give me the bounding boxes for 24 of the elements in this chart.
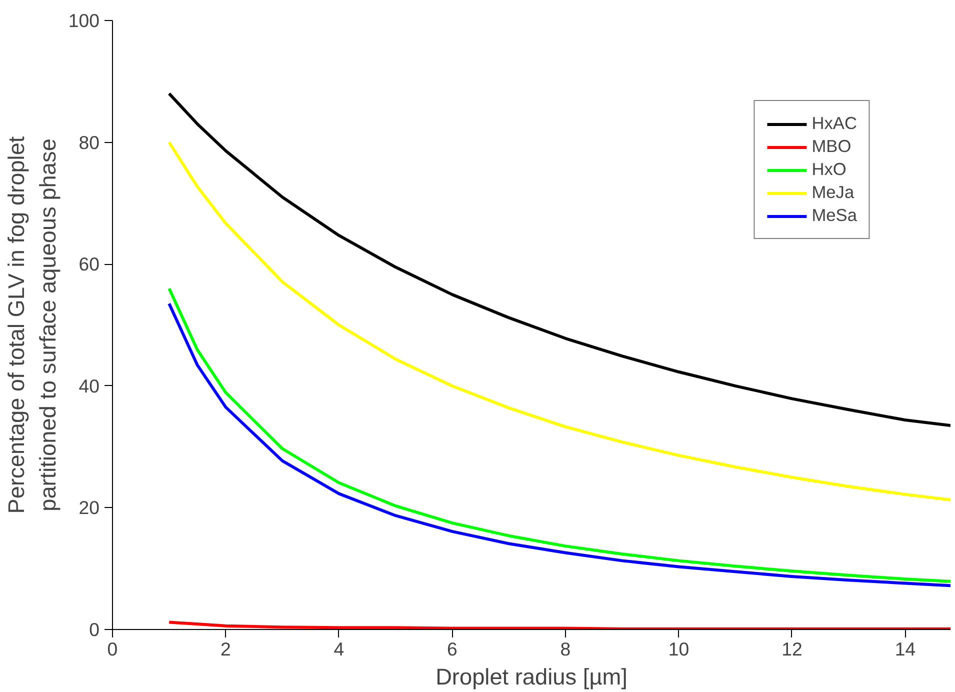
legend-label: HxO bbox=[812, 159, 846, 180]
x-tick-label: 6 bbox=[447, 638, 458, 660]
y-axis-title: Percentage of total GLV in fog droplet partitioned to surface aqueous phase bbox=[3, 136, 60, 514]
y-tick-label: 100 bbox=[68, 10, 100, 31]
line-series bbox=[168, 620, 950, 630]
y-tick-label: 0 bbox=[89, 619, 100, 640]
x-tick-label: 0 bbox=[107, 638, 118, 660]
x-tick-label: 8 bbox=[560, 638, 571, 660]
y-tick-label: 20 bbox=[78, 497, 100, 518]
legend-label: MBO bbox=[812, 136, 852, 157]
x-tick-label: 4 bbox=[334, 638, 344, 660]
x-tick-label: 2 bbox=[220, 638, 231, 660]
legend-label: MeSa bbox=[812, 205, 857, 226]
x-tick-label: 10 bbox=[668, 638, 690, 660]
x-tick-label: 14 bbox=[894, 638, 916, 660]
x-tick-label: 12 bbox=[782, 638, 802, 660]
y-tick-label: 80 bbox=[78, 132, 100, 153]
line-series bbox=[168, 140, 950, 502]
legend-label: MeJa bbox=[812, 182, 854, 203]
y-tick-label: 60 bbox=[78, 254, 100, 275]
line-series bbox=[168, 92, 950, 427]
y-tick-label: 40 bbox=[78, 375, 100, 396]
x-axis-title: Droplet radius [µm] bbox=[436, 664, 628, 690]
legend-label: HxAC bbox=[812, 113, 857, 134]
